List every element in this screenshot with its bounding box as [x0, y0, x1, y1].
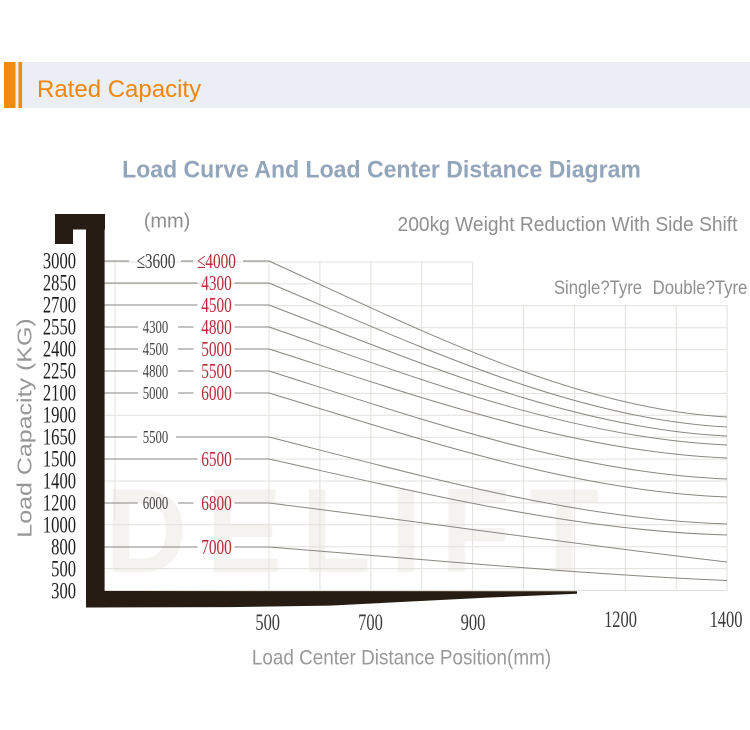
- svg-text:2700: 2700: [43, 293, 76, 318]
- svg-text:5000: 5000: [143, 384, 169, 403]
- svg-text:2100: 2100: [43, 381, 76, 406]
- svg-text:5500: 5500: [201, 360, 231, 384]
- svg-text:900: 900: [461, 610, 486, 635]
- svg-text:Double?Tyre: Double?Tyre: [653, 277, 748, 298]
- svg-text:1500: 1500: [43, 447, 76, 472]
- svg-text:DELIFT: DELIFT: [105, 463, 618, 597]
- svg-text:4800: 4800: [201, 316, 231, 340]
- svg-text:6500: 6500: [201, 448, 231, 472]
- svg-text:2850: 2850: [43, 271, 76, 296]
- svg-text:4300: 4300: [143, 318, 169, 337]
- svg-text:6000: 6000: [143, 494, 169, 513]
- svg-text:800: 800: [51, 535, 76, 560]
- svg-text:1400: 1400: [710, 607, 743, 632]
- svg-text:Load Curve And Load Center Dis: Load Curve And Load Center Distance Diag…: [122, 156, 641, 183]
- svg-text:1000: 1000: [43, 513, 76, 538]
- svg-text:4500: 4500: [143, 340, 169, 359]
- svg-text:Single?Tyre: Single?Tyre: [554, 277, 642, 298]
- svg-text:1400: 1400: [43, 469, 76, 494]
- svg-text:7000: 7000: [201, 536, 231, 560]
- svg-text:3000: 3000: [43, 249, 76, 274]
- svg-text:≤3600: ≤3600: [137, 250, 176, 274]
- svg-text:(mm): (mm): [144, 211, 191, 233]
- svg-text:500: 500: [255, 610, 280, 635]
- svg-text:1650: 1650: [43, 425, 76, 450]
- svg-text:≤4000: ≤4000: [197, 250, 236, 274]
- svg-text:Load Capacity (KG): Load Capacity (KG): [14, 318, 36, 537]
- svg-text:2250: 2250: [43, 359, 76, 384]
- svg-text:4800: 4800: [143, 362, 169, 381]
- svg-text:1900: 1900: [43, 403, 76, 428]
- svg-text:4500: 4500: [201, 294, 231, 318]
- svg-text:1200: 1200: [43, 491, 76, 516]
- svg-text:200kg Weight Reduction With Si: 200kg Weight Reduction With Side Shift: [398, 214, 738, 236]
- svg-text:2400: 2400: [43, 337, 76, 362]
- svg-text:300: 300: [51, 579, 76, 604]
- svg-text:Rated Capacity: Rated Capacity: [37, 76, 201, 103]
- svg-text:2550: 2550: [43, 315, 76, 340]
- svg-text:1200: 1200: [604, 607, 637, 632]
- svg-text:5000: 5000: [201, 338, 231, 362]
- svg-text:6000: 6000: [201, 382, 231, 406]
- svg-text:Load Center Distance Position(: Load Center Distance Position(mm): [252, 647, 551, 670]
- svg-text:6800: 6800: [201, 492, 231, 516]
- svg-text:500: 500: [51, 557, 76, 582]
- svg-text:700: 700: [358, 610, 383, 635]
- svg-text:4300: 4300: [201, 272, 231, 296]
- svg-text:5500: 5500: [143, 428, 169, 447]
